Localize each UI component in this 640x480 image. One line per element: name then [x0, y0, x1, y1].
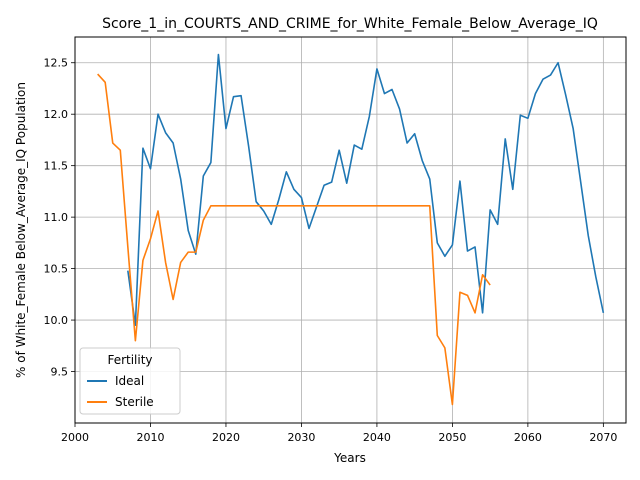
x-tick-label: 2070 [589, 431, 617, 444]
legend-label-sterile: Sterile [115, 395, 154, 409]
x-tick-label: 2020 [212, 431, 240, 444]
y-tick-label: 9.5 [51, 366, 69, 379]
legend-box [79, 347, 181, 415]
y-tick-label: 12.0 [44, 108, 69, 121]
series-line-sterile [97, 73, 491, 406]
x-tick-label: 2050 [438, 431, 466, 444]
x-tick-label: 2060 [514, 431, 542, 444]
chart-title: Score_1_in_COURTS_AND_CRIME_for_White_Fe… [102, 16, 598, 32]
x-tick-label: 2010 [136, 431, 164, 444]
y-tick-label: 10.0 [44, 314, 69, 327]
x-axis-label: Years [333, 451, 366, 465]
y-axis-label: % of White_Female Below_Average_IQ Popul… [14, 82, 28, 378]
x-tick-label: 2040 [363, 431, 391, 444]
plot-frame [74, 36, 627, 424]
legend-title: Fertility [107, 353, 152, 367]
x-tick-label: 2030 [287, 431, 315, 444]
y-tick-label: 10.5 [44, 263, 69, 276]
y-tick-label: 11.5 [44, 160, 69, 173]
series-lines [97, 53, 605, 406]
y-tick-label: 11.0 [44, 211, 69, 224]
axis-ticks: 2000 2010 2020 2030 2040 2050 2060 2070 9.5 10.0 1… [44, 57, 618, 444]
legend: Fertility Ideal Sterile [79, 347, 181, 415]
x-tick-label: 2000 [61, 431, 89, 444]
y-tick-label: 12.5 [44, 57, 69, 70]
legend-label-ideal: Ideal [115, 374, 144, 388]
series-line-ideal [127, 53, 605, 327]
